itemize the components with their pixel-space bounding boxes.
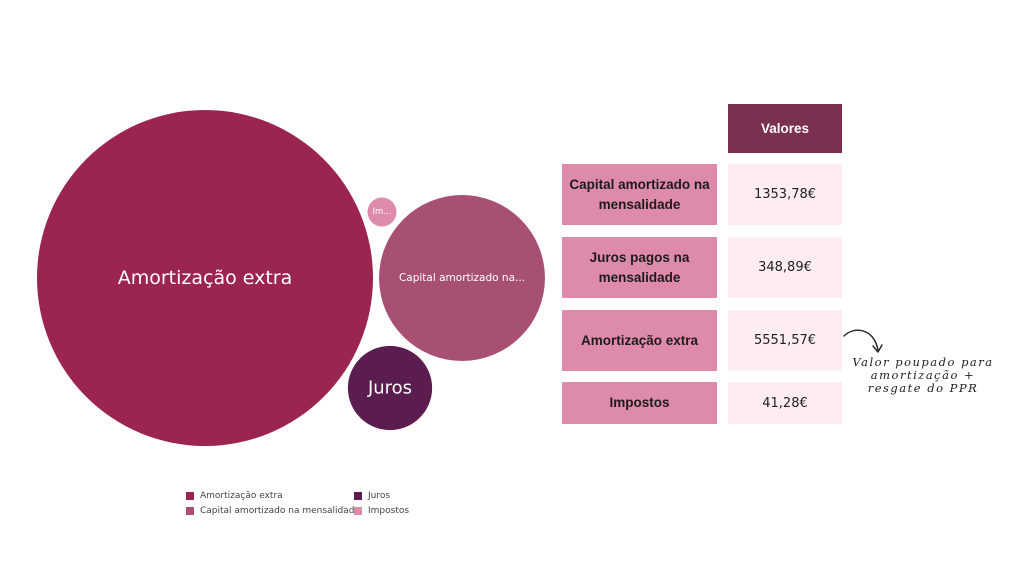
legend-swatch [186,507,194,515]
curved-arrow-icon [843,329,883,353]
bubble-chart: Amortização extra Capital amortizado na..… [37,110,545,446]
legend-label: Juros [368,491,391,501]
legend-swatch [186,492,194,500]
table-header-valores: Valores [728,104,842,153]
bubble-label-4: Im... [373,207,392,217]
bubble-label-3: Juros [367,378,412,399]
legend-label: Capital amortizado na mensalidade [200,506,361,516]
row-value-impostos: 41,28€ [728,382,842,424]
row-value-capital-amortizado: 1353,78€ [728,164,842,225]
row-value-amortizacao-extra: 5551,57€ [728,310,842,371]
row-label-capital-amortizado: Capital amortizado na mensalidade [562,164,717,225]
chart-legend: Amortização extra Juros Capital amortiza… [186,491,426,521]
row-label-impostos: Impostos [562,382,717,424]
bubble-label-2: Capital amortizado na... [399,272,525,284]
legend-item-impostos: Impostos [354,506,409,516]
row-label-juros-pagos: Juros pagos na mensalidade [562,237,717,298]
legend-label: Amortização extra [200,491,283,501]
row-value-juros-pagos: 348,89€ [728,237,842,298]
legend-item-amortizacao-extra: Amortização extra [186,491,283,501]
row-label-amortizacao-extra: Amortização extra [562,310,717,371]
legend-swatch [354,492,362,500]
bubble-3[interactable] [347,345,433,431]
bubble-4[interactable] [367,197,397,227]
annotation-note: Valor poupado para amortização + resgate… [852,355,994,395]
bubble-2[interactable] [379,195,545,361]
legend-swatch [354,507,362,515]
bubble-1[interactable] [37,110,373,446]
legend-item-capital-amortizado: Capital amortizado na mensalidade [186,506,360,516]
legend-label: Impostos [368,506,410,516]
legend-item-juros: Juros [354,491,390,501]
bubble-label-1: Amortização extra [118,267,293,289]
